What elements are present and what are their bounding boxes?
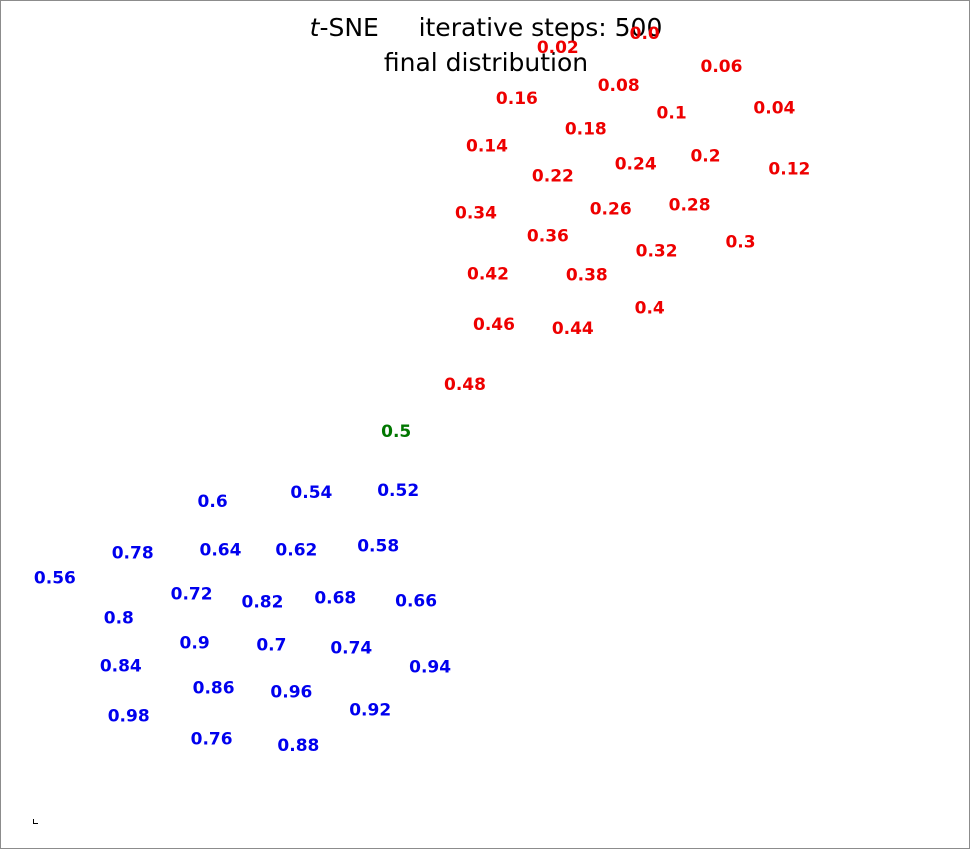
point-label-0-76: 0.76 <box>191 729 233 749</box>
point-label-0-0: 0.0 <box>630 24 660 44</box>
point-label-0-4: 0.4 <box>635 298 665 318</box>
point-label-0-48: 0.48 <box>444 375 486 395</box>
chart-subtitle: final distribution <box>383 48 589 77</box>
point-label-0-38: 0.38 <box>566 265 608 285</box>
axis-corner-mark <box>33 819 38 824</box>
point-label-0-18: 0.18 <box>565 120 607 140</box>
chart-title: t-SNE iterative steps: 500 <box>1 13 970 42</box>
point-label-0-94: 0.94 <box>409 657 451 677</box>
point-label-0-7: 0.7 <box>256 636 286 656</box>
point-label-0-78: 0.78 <box>112 544 154 564</box>
point-label-0-9: 0.9 <box>180 634 210 654</box>
title-method-italic: t <box>309 13 320 42</box>
point-label-0-16: 0.16 <box>496 89 538 109</box>
point-label-0-04: 0.04 <box>753 99 795 119</box>
point-label-0-82: 0.82 <box>242 593 284 613</box>
title-steps: iterative steps: 500 <box>418 13 663 42</box>
point-label-0-88: 0.88 <box>277 736 319 756</box>
point-label-0-52: 0.52 <box>377 481 419 501</box>
point-label-0-6: 0.6 <box>198 492 228 512</box>
point-label-0-06: 0.06 <box>701 57 743 77</box>
point-label-0-84: 0.84 <box>100 656 142 676</box>
point-label-0-86: 0.86 <box>193 678 235 698</box>
point-label-0-92: 0.92 <box>349 700 391 720</box>
point-label-0-74: 0.74 <box>330 639 372 659</box>
point-label-0-32: 0.32 <box>636 241 678 261</box>
point-label-0-8: 0.8 <box>104 609 134 629</box>
point-label-0-96: 0.96 <box>270 682 312 702</box>
point-label-0-42: 0.42 <box>467 264 509 284</box>
point-label-0-72: 0.72 <box>171 585 213 605</box>
point-label-0-54: 0.54 <box>290 483 332 503</box>
point-label-0-44: 0.44 <box>552 319 594 339</box>
point-label-0-08: 0.08 <box>598 76 640 96</box>
point-label-0-2: 0.2 <box>690 147 720 167</box>
point-label-0-58: 0.58 <box>357 537 399 557</box>
point-label-0-24: 0.24 <box>615 155 657 175</box>
title-method-suffix: -SNE <box>319 13 379 42</box>
point-label-0-34: 0.34 <box>455 204 497 224</box>
point-label-0-5: 0.5 <box>381 422 411 442</box>
point-label-0-66: 0.66 <box>395 592 437 612</box>
point-label-0-68: 0.68 <box>314 589 356 609</box>
point-label-0-46: 0.46 <box>473 315 515 335</box>
point-label-0-12: 0.12 <box>768 160 810 180</box>
point-label-0-02: 0.02 <box>537 38 579 58</box>
point-label-0-56: 0.56 <box>34 569 76 589</box>
point-label-0-3: 0.3 <box>725 232 755 252</box>
point-label-0-1: 0.1 <box>657 104 687 124</box>
point-label-0-14: 0.14 <box>466 137 508 157</box>
point-label-0-36: 0.36 <box>527 226 569 246</box>
point-label-0-22: 0.22 <box>532 167 574 187</box>
point-label-0-98: 0.98 <box>108 706 150 726</box>
point-label-0-26: 0.26 <box>590 200 632 220</box>
point-label-0-64: 0.64 <box>200 541 242 561</box>
point-label-0-28: 0.28 <box>669 196 711 216</box>
point-label-0-62: 0.62 <box>275 541 317 561</box>
